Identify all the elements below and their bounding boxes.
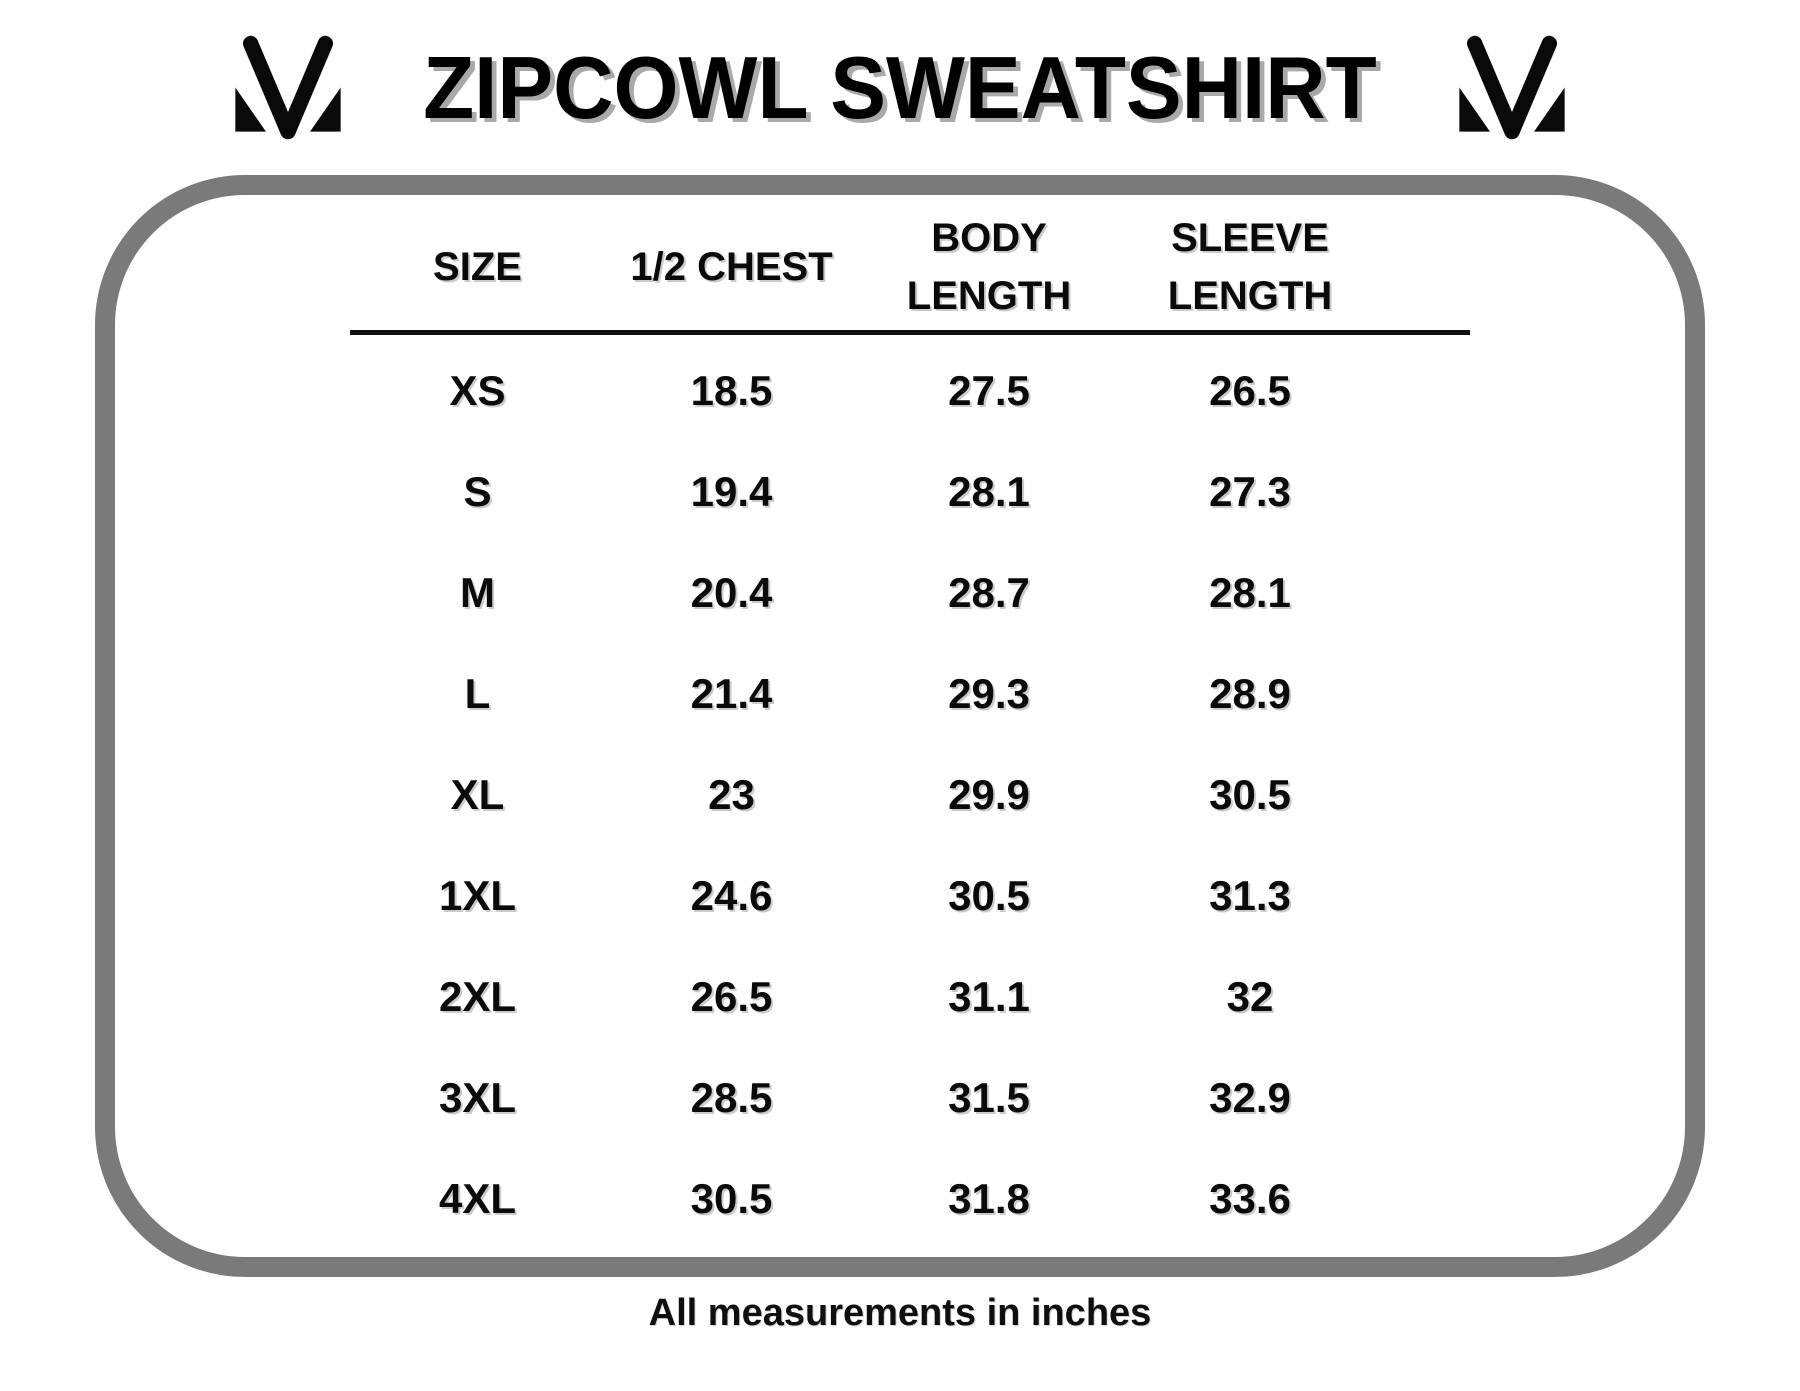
- brand-m-monogram-icon: [1448, 32, 1576, 145]
- sleeve-length-cell: 32: [1226, 972, 1274, 1020]
- half-chest-cell: 26.5: [690, 972, 773, 1020]
- sleeve-length-cell: 32.9: [1209, 1073, 1291, 1121]
- table-row: 2XL 26.5 31.1 32: [350, 946, 1470, 1047]
- table-row: S 19.4 28.1 27.3: [350, 441, 1470, 542]
- half-chest-cell: 23: [708, 770, 755, 818]
- measurements-footnote: All measurements in inches: [648, 1292, 1152, 1334]
- body-length-cell: 30.5: [948, 871, 1030, 919]
- body-length-cell: 27.5: [948, 366, 1030, 414]
- size-cell: 3XL: [438, 1073, 517, 1121]
- table-row: M 20.4 28.7 28.1: [350, 542, 1470, 643]
- half-chest-cell: 24.6: [690, 871, 773, 919]
- half-chest-cell: 20.4: [690, 568, 773, 616]
- table-row: XL 23 29.9 30.5: [350, 744, 1470, 845]
- column-header-text: BODY: [931, 216, 1047, 260]
- size-cell: XS: [449, 366, 506, 414]
- size-cell: M: [460, 568, 495, 616]
- brand-header: ZIPCOWL SWEATSHIRT: [0, 18, 1800, 158]
- body-length-cell: 28.1: [948, 467, 1030, 515]
- size-cell: S: [463, 467, 492, 515]
- sleeve-length-cell: 26.5: [1209, 366, 1291, 414]
- body-length-cell: 31.5: [948, 1073, 1030, 1121]
- sleeve-length-cell: 30.5: [1209, 770, 1291, 818]
- half-chest-cell: 30.5: [690, 1174, 773, 1222]
- size-cell: 2XL: [438, 972, 517, 1020]
- page-title: ZIPCOWL SWEATSHIRT: [423, 38, 1377, 137]
- table-row: L 21.4 29.3 28.9: [350, 643, 1470, 744]
- sleeve-length-cell: 28.1: [1209, 568, 1291, 616]
- column-header-half-chest: 1/2 CHEST: [605, 238, 858, 296]
- sleeve-length-cell: 33.6: [1209, 1174, 1291, 1222]
- body-length-cell: 31.1: [948, 972, 1030, 1020]
- body-length-cell: 29.3: [948, 669, 1030, 717]
- table-row: 4XL 30.5 31.8 33.6: [350, 1148, 1470, 1249]
- column-header-body-length: BODY LENGTH: [858, 209, 1120, 325]
- size-chart-panel: [95, 175, 1705, 1277]
- size-cell: L: [464, 669, 491, 717]
- size-cell: 1XL: [438, 871, 517, 919]
- header-rule: [350, 330, 1470, 335]
- size-cell: 4XL: [438, 1174, 517, 1222]
- brand-m-monogram-icon: [224, 32, 352, 145]
- half-chest-cell: 28.5: [690, 1073, 773, 1121]
- sleeve-length-cell: 31.3: [1209, 871, 1291, 919]
- table-row: 3XL 28.5 31.5 32.9: [350, 1047, 1470, 1148]
- table-row: XS 18.5 27.5 26.5: [350, 340, 1470, 441]
- size-chart-table: SIZE 1/2 CHEST BODY LENGTH SLEEVE LENGTH X…: [350, 208, 1470, 1249]
- table-header-row: SIZE 1/2 CHEST BODY LENGTH SLEEVE LENGTH: [350, 208, 1470, 326]
- body-length-cell: 31.8: [948, 1174, 1030, 1222]
- half-chest-cell: 18.5: [690, 366, 773, 414]
- body-length-cell: 28.7: [948, 568, 1030, 616]
- column-header-text: LENGTH: [1167, 274, 1333, 318]
- table-row: 1XL 24.6 30.5 31.3: [350, 845, 1470, 946]
- sleeve-length-cell: 27.3: [1209, 467, 1291, 515]
- column-header-sleeve-length: SLEEVE LENGTH: [1120, 209, 1380, 325]
- sleeve-length-cell: 28.9: [1209, 669, 1291, 717]
- column-header-text: LENGTH: [906, 274, 1072, 318]
- size-cell: XL: [450, 770, 505, 818]
- column-header-text: SLEEVE: [1171, 216, 1329, 260]
- half-chest-cell: 19.4: [690, 467, 773, 515]
- column-header-text: SIZE: [433, 245, 522, 289]
- column-header-size: SIZE: [350, 238, 605, 296]
- body-length-cell: 29.9: [948, 770, 1030, 818]
- half-chest-cell: 21.4: [690, 669, 773, 717]
- column-header-text: 1/2 CHEST: [630, 245, 833, 289]
